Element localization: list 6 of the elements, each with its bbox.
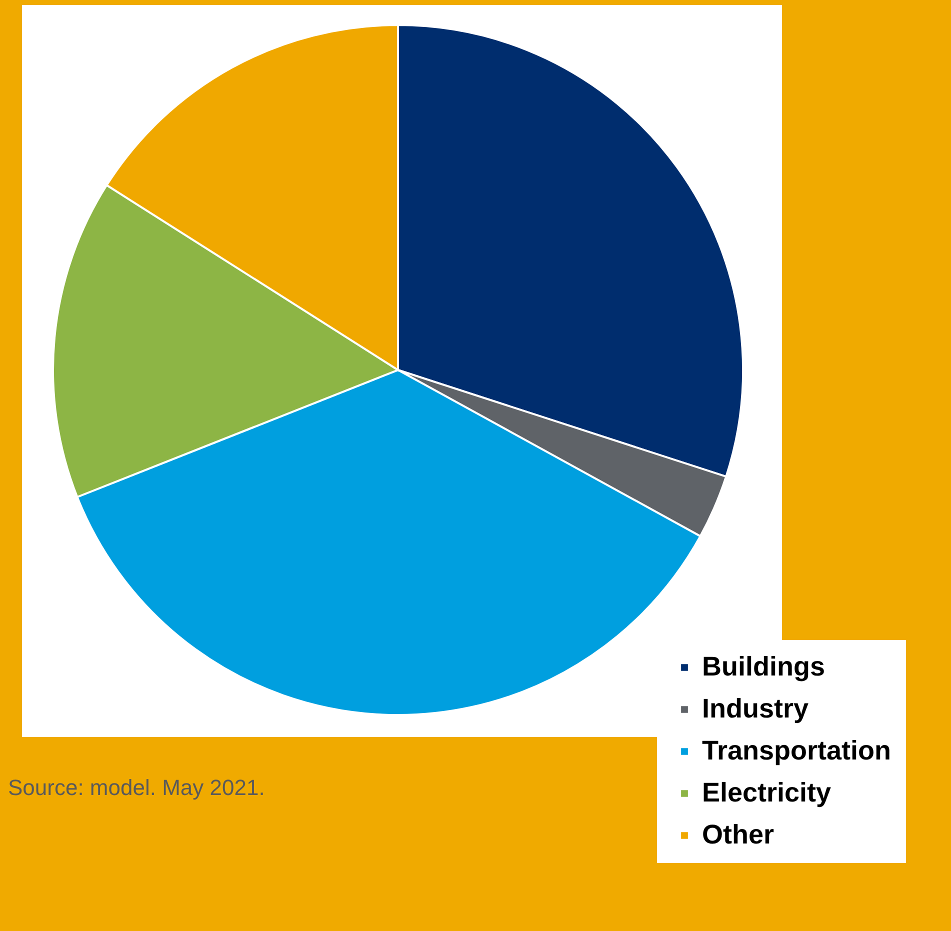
legend-label: Other (702, 820, 774, 850)
source-note: Source: model. May 2021. (8, 775, 265, 800)
legend-label: Buildings (702, 652, 825, 682)
legend-label: Industry (702, 694, 809, 724)
legend-label: Electricity (702, 778, 832, 808)
legend-label: Transportation (702, 736, 892, 766)
